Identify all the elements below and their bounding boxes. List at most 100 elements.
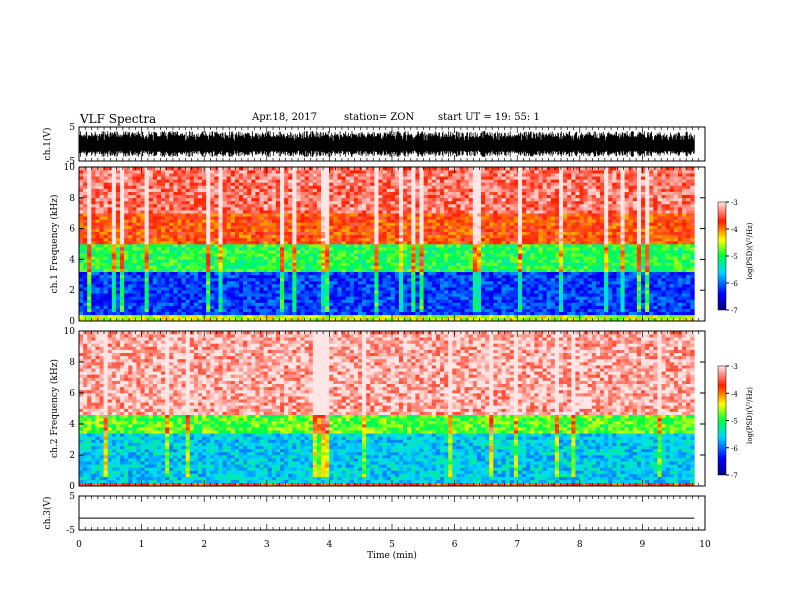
spectrogram-cell — [173, 262, 178, 266]
spectrogram-cell — [181, 253, 186, 257]
spectrogram-cell — [132, 182, 137, 186]
spectrogram-cell — [136, 231, 141, 236]
spectrogram-cell — [427, 247, 433, 251]
spectrogram-cell — [238, 237, 244, 242]
spectrogram-cell — [169, 296, 174, 300]
spectrogram-cell — [148, 274, 154, 279]
spectrogram-cell — [210, 185, 215, 189]
spectrogram-cell — [292, 244, 297, 248]
spectrogram-cell — [386, 234, 392, 239]
spectrogram-cell — [206, 182, 211, 186]
spectrogram-cell — [366, 280, 371, 285]
spectrogram-cell — [312, 253, 318, 257]
spectrogram-cell — [407, 250, 412, 254]
spectrogram-cell — [218, 305, 223, 309]
spectrogram-cell — [435, 305, 441, 309]
spectrogram-cell — [99, 234, 104, 239]
spectrogram-cell — [181, 179, 186, 183]
spectrogram-cell — [79, 216, 84, 220]
spectrogram-cell — [79, 200, 84, 205]
spectrogram-cell — [243, 228, 248, 232]
spectrogram-cell — [210, 256, 215, 260]
spectrogram-cell — [95, 213, 100, 217]
spectrogram-cell — [275, 299, 281, 303]
spectrogram-cell — [316, 225, 322, 229]
spectrogram-cell — [124, 277, 129, 282]
spectrogram-cell — [300, 274, 305, 279]
spectrogram-cell — [468, 268, 474, 273]
spectrogram-cell — [263, 219, 269, 223]
spectrogram-cell — [419, 228, 424, 232]
spectrogram-cell — [316, 314, 322, 319]
spectrogram-cell — [128, 228, 133, 232]
spectrogram-cell — [124, 210, 129, 214]
spectrogram-cell — [136, 305, 141, 309]
spectrogram-cell — [304, 280, 310, 285]
spectrogram-cell — [333, 280, 338, 285]
spectrogram-cell — [292, 305, 297, 309]
spectrogram-cell — [374, 256, 379, 260]
spectrogram-cell — [181, 293, 186, 297]
spectrogram-cell — [292, 274, 297, 279]
spectrogram-cell — [464, 228, 470, 232]
spectrogram-cell — [341, 191, 346, 196]
spectrogram-cell — [386, 176, 392, 180]
spectrogram-cell — [349, 253, 355, 257]
spectrogram-cell — [156, 194, 162, 199]
spectrogram-cell — [91, 305, 96, 309]
spectrogram-cell — [218, 213, 223, 217]
spectrogram-cell — [218, 259, 223, 263]
spectrogram-cell — [189, 284, 195, 288]
spectrogram-cell — [210, 182, 215, 186]
spectrogram-cell — [353, 284, 359, 288]
spectrogram-cell — [316, 244, 322, 248]
spectrogram-cell — [280, 173, 285, 177]
spectrogram-cell — [403, 253, 408, 257]
spectrogram-cell — [398, 210, 404, 214]
spectrogram-cell — [304, 250, 310, 254]
spectrogram-cell — [357, 305, 363, 309]
spectrogram-cell — [148, 237, 154, 242]
spectrogram-cell — [394, 274, 400, 279]
spectrogram-cell — [169, 280, 174, 285]
spectrogram-cell — [280, 259, 285, 263]
spectrogram-cell — [468, 176, 474, 180]
spectrogram-cell — [292, 194, 297, 199]
spectrogram-cell — [107, 284, 113, 288]
spectrogram-cell — [210, 216, 215, 220]
spectrogram-cell — [448, 222, 453, 226]
spectrogram-cell — [427, 293, 433, 297]
spectrogram-cell — [161, 228, 166, 232]
spectrogram-cell — [275, 247, 281, 251]
spectrogram-cell — [87, 200, 92, 205]
spectrogram-cell — [415, 305, 420, 309]
spectrogram-cell — [243, 167, 248, 171]
spectrogram-cell — [263, 167, 269, 171]
spectrogram-cell — [247, 170, 252, 174]
spectrogram-cell — [152, 167, 158, 171]
spectrogram-cell — [206, 250, 211, 254]
spectrogram-cell — [263, 231, 269, 236]
spectrogram-cell — [485, 213, 490, 217]
spectrogram-cell — [476, 225, 482, 229]
spectrogram-cell — [460, 237, 465, 242]
spectrogram-cell — [435, 173, 441, 177]
spectrogram-cell — [349, 207, 355, 211]
spectrogram-cell — [193, 179, 199, 183]
spectrogram-cell — [103, 317, 109, 322]
spectrogram-cell — [169, 216, 174, 220]
spectrogram-cell — [267, 207, 273, 211]
spectrogram-cell — [316, 256, 322, 260]
spectrogram-cell — [419, 262, 424, 266]
spectrogram-cell — [173, 253, 178, 257]
spectrogram-cell — [95, 302, 100, 306]
spectrogram-cell — [124, 268, 129, 273]
spectrogram-cell — [87, 317, 92, 322]
spectrogram-cell — [259, 219, 264, 223]
spectrogram-cell — [238, 182, 244, 186]
spectrogram-cell — [304, 296, 310, 300]
spectrogram-cell — [132, 203, 137, 208]
spectrogram-cell — [481, 222, 486, 226]
spectrogram-cell — [99, 308, 104, 313]
spectrogram-cell — [403, 191, 408, 196]
